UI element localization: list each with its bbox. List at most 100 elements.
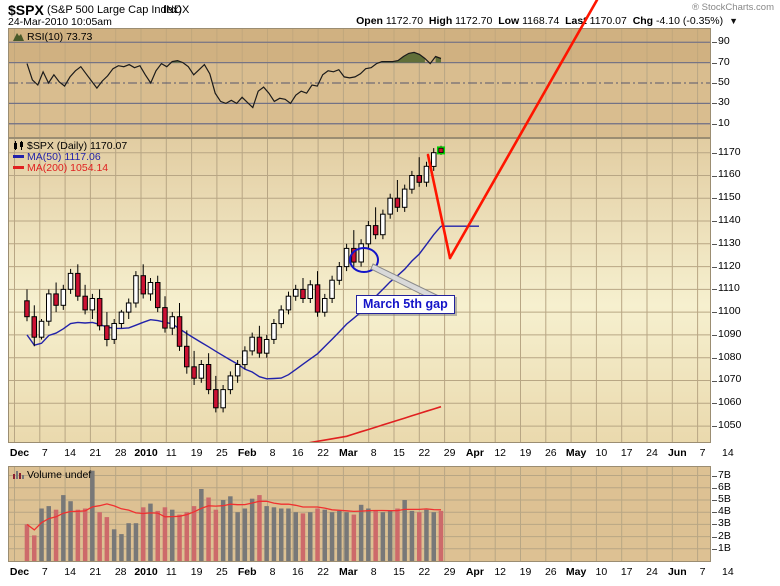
chart-header: $SPX (S&P 500 Large Cap Index) INDX 24-M… [0, 0, 780, 28]
x-tick-top-8: 8 [370, 447, 377, 459]
volume-panel: Volume undef [8, 466, 711, 562]
price-tick-mark [712, 243, 717, 245]
last-value: 1170.07 [589, 15, 627, 27]
high-value: 1172.70 [455, 15, 493, 27]
price-legend-ma50: MA(50) 1117.06 [27, 151, 101, 163]
mountain-icon [13, 32, 24, 41]
x-tick-top-10: 10 [595, 447, 608, 459]
x-tick-top-Dec: Dec [9, 447, 30, 459]
x-tick-bottom-14: 14 [64, 566, 76, 578]
volume-tick-mark [712, 512, 717, 514]
x-tick-bottom-11: 11 [165, 566, 177, 578]
x-tick-top-12: 12 [494, 447, 507, 459]
volume-tick-4B: 4B [718, 505, 731, 518]
price-legend-main-row: $SPX (Daily) 1170.07 [13, 141, 127, 152]
price-tick-1150: 1150 [718, 191, 741, 204]
x-tick-bottom-22: 22 [317, 566, 329, 578]
symbol-description: (S&P 500 Large Cap Index) [47, 4, 182, 16]
x-tick-top-16: 16 [291, 447, 304, 459]
price-legend-main: $SPX (Daily) 1170.07 [27, 140, 128, 152]
volume-legend: Volume undef [13, 469, 91, 481]
price-panel: $SPX (Daily) 1170.07 MA(50) 1117.06 MA(2… [8, 138, 711, 443]
gap-annotation-callout[interactable]: March 5th gap [356, 295, 455, 314]
high-label: High [428, 15, 453, 27]
x-tick-bottom-24: 24 [646, 566, 658, 578]
open-value: 1172.70 [385, 15, 424, 27]
x-tick-bottom-28: 28 [114, 566, 127, 578]
x-tick-top-29: 29 [443, 447, 456, 459]
price-tick-mark [712, 221, 717, 222]
rsi-tick-mark [712, 62, 717, 64]
volume-tick-1B: 1B [718, 541, 731, 554]
open-label: Open [356, 15, 383, 27]
x-tick-top-14: 14 [722, 447, 734, 459]
rsi-tick-70: 70 [718, 55, 730, 68]
price-tick-mark [712, 175, 717, 177]
rsi-tick-mark [712, 103, 717, 105]
volume-tick-mark [712, 500, 717, 501]
price-plot [9, 139, 710, 442]
price-tick-mark [712, 312, 717, 314]
ma50-swatch-icon [13, 154, 24, 158]
volume-tick-3B: 3B [718, 517, 731, 530]
x-tick-top-May: May [565, 447, 587, 459]
x-tick-bottom-8: 8 [269, 566, 276, 578]
x-tick-bottom-7: 7 [41, 566, 48, 578]
price-tick-mark [712, 152, 717, 154]
x-tick-bottom-Apr: Apr [465, 566, 484, 578]
price-tick-1110: 1110 [718, 282, 740, 295]
rsi-tick-mark [712, 83, 717, 84]
rsi-tick-mark [712, 123, 717, 125]
last-label: Last [565, 15, 587, 27]
rsi-legend: RSI(10) 73.73 [13, 31, 92, 43]
price-legend: $SPX (Daily) 1170.07 MA(50) 1117.06 MA(2… [13, 141, 127, 174]
x-tick-top-7: 7 [699, 447, 706, 459]
price-legend-ma200-row: MA(200) 1054.14 [13, 163, 127, 174]
x-tick-top-14: 14 [64, 447, 76, 459]
symbol-exchange: INDX [163, 4, 190, 16]
volume-tick-mark [712, 536, 717, 538]
x-tick-top-7: 7 [41, 447, 48, 459]
price-tick-mark [712, 266, 717, 268]
price-tick-1140: 1140 [718, 214, 741, 226]
volume-tick-5B: 5B [718, 492, 731, 505]
price-tick-1160: 1160 [718, 168, 741, 181]
x-tick-top-2010: 2010 [134, 447, 158, 459]
x-tick-top-Feb: Feb [237, 447, 257, 459]
ma200-swatch-icon [13, 165, 24, 169]
x-tick-bottom-Mar: Mar [339, 566, 358, 578]
x-tick-bottom-2010: 2010 [134, 566, 158, 578]
volume-tick-6B: 6B [718, 480, 731, 493]
price-tick-mark [712, 289, 717, 291]
x-tick-top-25: 25 [216, 447, 228, 459]
x-tick-top-Apr: Apr [465, 447, 484, 459]
x-tick-bottom-Dec: Dec [9, 566, 30, 578]
price-tick-1070: 1070 [718, 373, 742, 386]
price-tick-mark [712, 198, 717, 200]
x-axis-price: Dec 7 14 21 28 2010 11 19 25 Feb 8 16 22 Mar 8 15 22 29 Ap… [8, 443, 734, 465]
volume-legend-text: Volume undef [27, 469, 92, 481]
chevron-down-icon[interactable]: ▼ [729, 16, 738, 26]
x-tick-bottom-7: 7 [699, 566, 706, 578]
rsi-plot [9, 29, 710, 137]
rsi-tick-mark [712, 42, 717, 44]
x-tick-top-19: 19 [519, 447, 532, 459]
price-tick-mark [712, 357, 717, 359]
volume-tick-mark [712, 475, 717, 477]
x-tick-top-21: 21 [89, 447, 102, 459]
price-tick-1100: 1100 [718, 305, 741, 318]
volume-tick-7B: 7B [718, 468, 731, 481]
volume-tick-2B: 2B [718, 529, 731, 542]
x-tick-bottom-Feb: Feb [237, 566, 257, 578]
volume-tick-mark [712, 487, 717, 489]
x-tick-bottom-15: 15 [393, 566, 405, 578]
rsi-tick-90: 90 [718, 35, 730, 48]
price-tick-1130: 1130 [718, 236, 741, 249]
x-tick-top-17: 17 [620, 447, 633, 459]
x-tick-top-19: 19 [190, 447, 203, 459]
rsi-legend-text: RSI(10) 73.73 [27, 31, 93, 43]
price-legend-ma50-row: MA(50) 1117.06 [13, 152, 127, 163]
x-tick-bottom-16: 16 [291, 566, 304, 578]
x-tick-top-Jun: Jun [667, 447, 687, 459]
